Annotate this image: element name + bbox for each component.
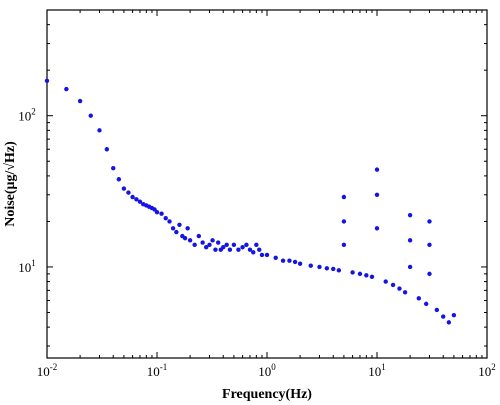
data-point [130, 194, 135, 200]
data-point [177, 222, 182, 227]
data-point [192, 242, 197, 248]
data-point [259, 252, 265, 258]
data-point [423, 301, 429, 307]
data-point [374, 226, 380, 231]
data-point [369, 274, 375, 280]
data-point [170, 226, 176, 231]
data-point [374, 167, 380, 172]
data-point [231, 242, 237, 248]
data-point [357, 271, 363, 277]
data-point [324, 266, 330, 271]
x-axis-ticks: 10-2 10-1 100 101 102 [37, 10, 496, 379]
data-point [111, 165, 116, 171]
y-tick-label: 102 [18, 107, 36, 124]
data-point [297, 261, 303, 266]
data-point [397, 286, 402, 291]
data-point [441, 314, 446, 319]
data-point [446, 320, 452, 325]
y-tick-label: 101 [18, 258, 36, 275]
data-point [287, 258, 292, 263]
data-point [407, 264, 413, 270]
data-point [427, 219, 432, 224]
data-point [213, 247, 218, 252]
data-point [116, 177, 122, 182]
data-point [134, 197, 139, 202]
data-point [434, 307, 440, 313]
data-point [247, 247, 253, 252]
data-point [200, 240, 205, 245]
data-point [77, 98, 83, 104]
data-point [341, 194, 347, 200]
data-point [159, 211, 164, 216]
data-point [341, 242, 347, 248]
data-point [240, 245, 245, 250]
data-point [402, 290, 408, 295]
data-point [44, 78, 50, 84]
x-tick-label: 10-1 [147, 362, 168, 379]
data-point [221, 245, 226, 250]
data-point [317, 264, 322, 270]
data-point [273, 255, 278, 260]
data-point [364, 273, 369, 278]
data-point [236, 247, 241, 252]
data-point [203, 245, 209, 250]
data-point [390, 282, 396, 288]
data-point [126, 190, 131, 195]
data-point [167, 219, 172, 224]
data-point [210, 238, 215, 243]
data-point [251, 250, 256, 255]
data-point [350, 270, 355, 275]
data-point [185, 226, 190, 231]
data-point [308, 263, 313, 268]
y-axis-label: Noise(μg/√Hz) [3, 141, 18, 227]
x-tick-label: 10-2 [37, 362, 58, 379]
data-point [207, 242, 212, 248]
x-tick-label: 101 [368, 362, 386, 379]
data-point [383, 279, 388, 284]
data-point [427, 271, 432, 277]
data-point [280, 258, 286, 263]
data-point [341, 219, 347, 224]
data-point [254, 242, 259, 248]
data-point [336, 268, 342, 273]
data-point [174, 229, 179, 235]
data-point [187, 238, 193, 243]
x-axis-label: Frequency(Hz) [222, 387, 312, 402]
x-tick-label: 100 [258, 362, 276, 379]
data-point [292, 259, 298, 265]
data-point [227, 247, 233, 252]
data-point [224, 242, 229, 248]
data-point [104, 147, 110, 152]
data-point [451, 312, 457, 318]
data-point [416, 296, 422, 301]
data-point [331, 266, 336, 272]
data-point [88, 113, 93, 118]
data-point [374, 192, 380, 197]
data-point [182, 235, 188, 241]
data-point [121, 186, 127, 191]
data-point [64, 86, 69, 92]
plot-frame [46, 9, 488, 359]
data-points [44, 78, 457, 325]
data-point [427, 242, 432, 248]
data-point [97, 128, 102, 133]
data-point [154, 210, 160, 215]
data-point [137, 199, 143, 204]
data-point [163, 216, 168, 221]
data-point [196, 233, 202, 239]
data-point [264, 252, 270, 258]
data-point [407, 212, 413, 218]
data-point [215, 240, 221, 245]
data-point [244, 242, 249, 248]
data-point [407, 238, 413, 243]
x-tick-label: 102 [478, 362, 496, 379]
data-point [257, 247, 262, 252]
y-axis-ticks: 101 102 [18, 9, 487, 347]
